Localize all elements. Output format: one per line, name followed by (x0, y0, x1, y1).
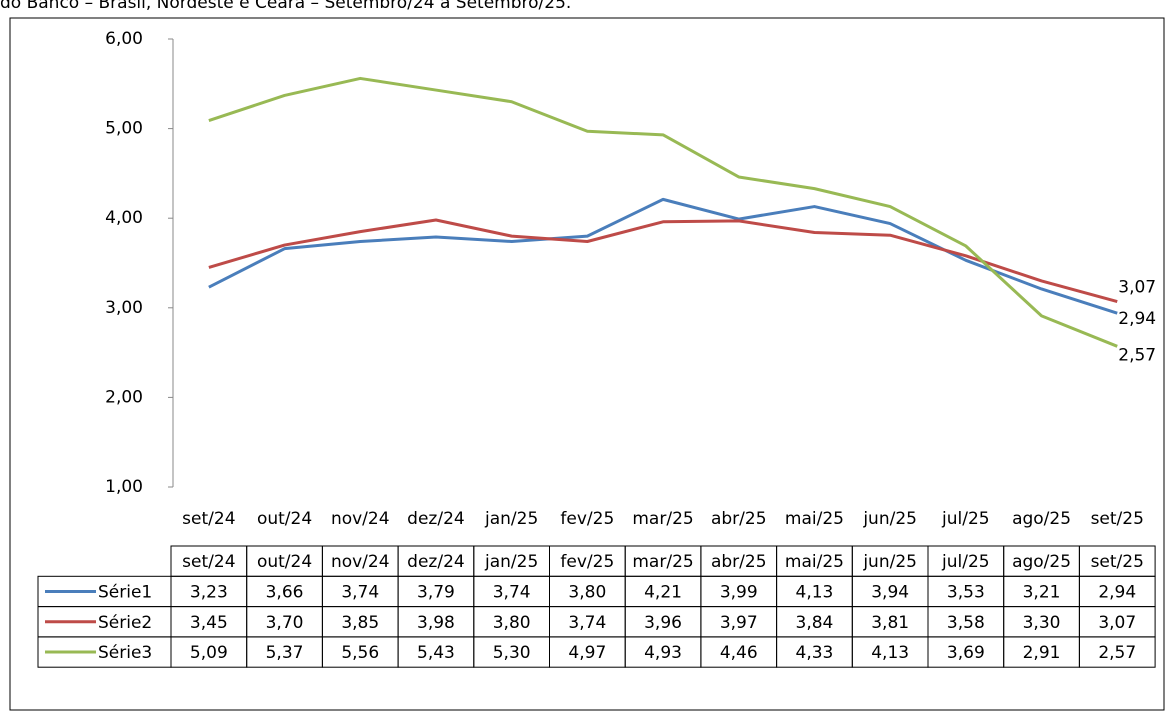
table-value: 5,30 (493, 643, 531, 663)
table-value: 2,94 (1098, 582, 1136, 602)
x-tick-label: jul/25 (941, 509, 990, 529)
table-value: 5,56 (341, 643, 379, 663)
legend-label: Série2 (98, 613, 152, 633)
y-tick-label: 5,00 (105, 119, 143, 139)
table-header: jul/25 (941, 552, 990, 572)
table-header: abr/25 (711, 552, 767, 572)
chart-subtitle: do Banco – Brasil, Nordeste e Ceará – Se… (0, 0, 571, 13)
table-value: 3,66 (266, 582, 304, 602)
table-value: 3,84 (796, 613, 834, 633)
series-line (208, 218, 1118, 303)
table-value: 3,94 (871, 582, 909, 602)
y-tick-label: 2,00 (105, 387, 143, 407)
table-header: ago/25 (1012, 552, 1071, 572)
x-tick-label: set/24 (182, 509, 235, 529)
table-value: 3,30 (1023, 613, 1061, 633)
table-value: 3,85 (341, 613, 379, 633)
legend-label: Série1 (98, 582, 152, 602)
table-value: 2,57 (1098, 643, 1136, 663)
table-value: 4,93 (644, 643, 682, 663)
table-value: 3,97 (720, 613, 758, 633)
table-value: 4,46 (720, 643, 758, 663)
table-header: fev/25 (560, 552, 614, 572)
table-value: 4,33 (796, 643, 834, 663)
table-value: 5,43 (417, 643, 455, 663)
table-value: 3,80 (568, 582, 606, 602)
x-tick-label: dez/24 (407, 509, 465, 529)
legend-label: Série3 (98, 643, 152, 663)
table-value: 3,23 (190, 582, 228, 602)
table-header: set/25 (1091, 552, 1144, 572)
x-tick-label: mar/25 (632, 509, 693, 529)
table-value: 3,53 (947, 582, 985, 602)
y-tick-label: 4,00 (105, 208, 143, 228)
end-value-label: 2,94 (1118, 309, 1156, 329)
table-value: 4,21 (644, 582, 682, 602)
y-tick-label: 3,00 (105, 298, 143, 318)
table-value: 3,81 (871, 613, 909, 633)
table-value: 3,74 (341, 582, 379, 602)
table-value: 2,91 (1023, 643, 1061, 663)
table-value: 3,96 (644, 613, 682, 633)
x-tick-label: jan/25 (484, 509, 538, 529)
table-value: 3,99 (720, 582, 758, 602)
table-header: mar/25 (632, 552, 693, 572)
chart-frame (9, 17, 1165, 711)
table-value: 5,09 (190, 643, 228, 663)
end-value-label: 2,57 (1118, 345, 1156, 365)
end-value-label: 3,07 (1118, 278, 1156, 298)
table-value: 4,13 (871, 643, 909, 663)
table-header: set/24 (182, 552, 235, 572)
table-value: 3,69 (947, 643, 985, 663)
table-value: 3,74 (493, 582, 531, 602)
table-header: out/24 (257, 552, 312, 572)
table-value: 3,70 (266, 613, 304, 633)
table-value: 5,37 (266, 643, 304, 663)
table-header: mai/25 (785, 552, 844, 572)
table-value: 4,97 (568, 643, 606, 663)
table-value: 3,79 (417, 582, 455, 602)
x-tick-label: set/25 (1091, 509, 1144, 529)
series-line (208, 197, 1118, 315)
x-tick-label: out/24 (257, 509, 312, 529)
table-value: 3,07 (1098, 613, 1136, 633)
x-tick-label: mai/25 (785, 509, 844, 529)
y-tick-label: 1,00 (105, 477, 143, 497)
x-tick-label: jun/25 (862, 509, 917, 529)
x-tick-label: ago/25 (1012, 509, 1071, 529)
table-value: 3,45 (190, 613, 228, 633)
table-header: jun/25 (862, 552, 917, 572)
table-value: 3,21 (1023, 582, 1061, 602)
x-tick-label: abr/25 (711, 509, 767, 529)
table-header: jan/25 (484, 552, 538, 572)
x-tick-label: fev/25 (560, 509, 614, 529)
y-tick-label: 6,00 (105, 29, 143, 49)
table-value: 3,74 (568, 613, 606, 633)
table-value: 3,98 (417, 613, 455, 633)
table-value: 4,13 (796, 582, 834, 602)
table-header: dez/24 (407, 552, 465, 572)
table-value: 3,58 (947, 613, 985, 633)
table-cell (1078, 636, 1156, 668)
series-line (208, 76, 1118, 348)
table-value: 3,80 (493, 613, 531, 633)
x-tick-label: nov/24 (331, 509, 390, 529)
table-header: nov/24 (331, 552, 390, 572)
